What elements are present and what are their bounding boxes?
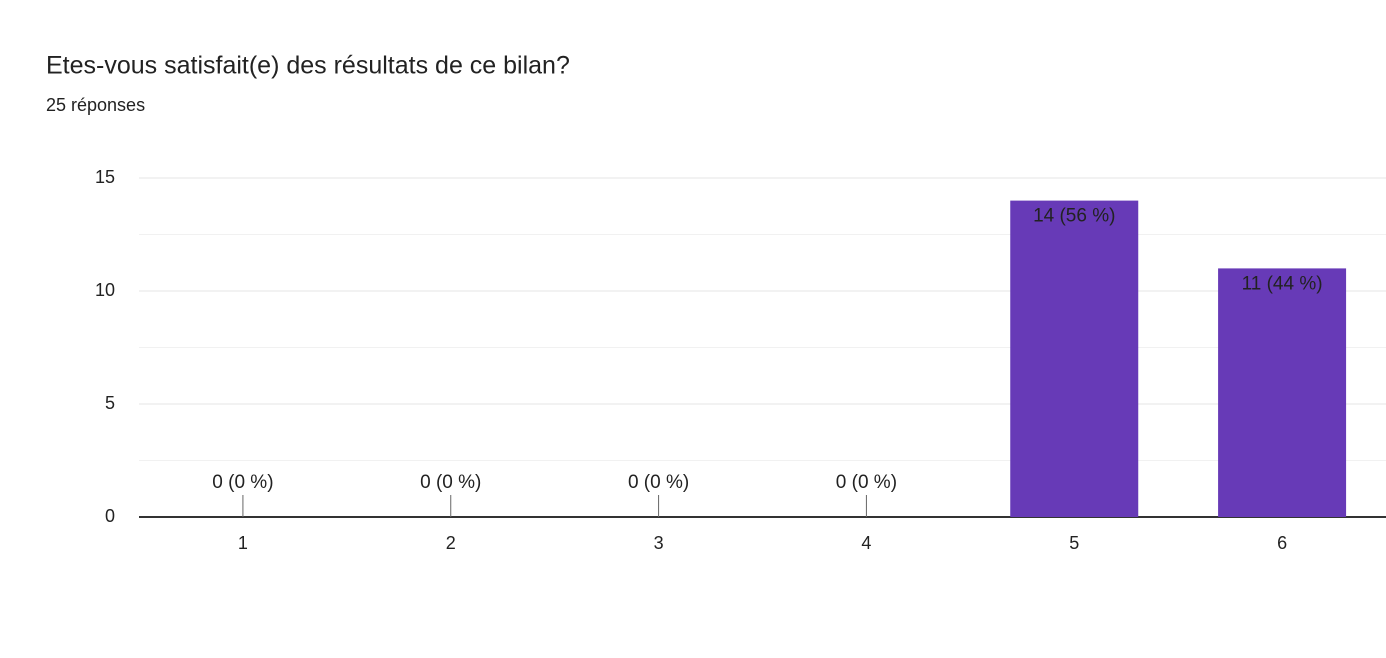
y-tick-label: 0 xyxy=(105,506,115,526)
x-tick-label: 5 xyxy=(1069,533,1079,553)
bar xyxy=(1218,268,1347,517)
chart-title: Etes-vous satisfait(e) des résultats de … xyxy=(46,52,570,80)
data-label: 0 (0 %) xyxy=(420,472,481,493)
chart-subtitle: 25 réponses xyxy=(46,95,145,115)
data-label: 14 (56 %) xyxy=(1033,206,1115,227)
x-tick-label: 6 xyxy=(1277,533,1287,553)
y-tick-label: 10 xyxy=(95,280,115,300)
bar xyxy=(1010,200,1139,517)
data-label: 11 (44 %) xyxy=(1242,273,1323,294)
data-label: 0 (0 %) xyxy=(628,472,689,493)
x-tick-label: 3 xyxy=(654,533,664,553)
x-tick-label: 2 xyxy=(446,533,456,553)
data-label: 0 (0 %) xyxy=(212,472,273,493)
x-tick-label: 1 xyxy=(238,533,248,553)
x-tick-label: 4 xyxy=(861,533,871,553)
data-label: 0 (0 %) xyxy=(836,472,897,493)
y-tick-label: 5 xyxy=(105,393,115,413)
y-tick-label: 15 xyxy=(95,167,115,187)
